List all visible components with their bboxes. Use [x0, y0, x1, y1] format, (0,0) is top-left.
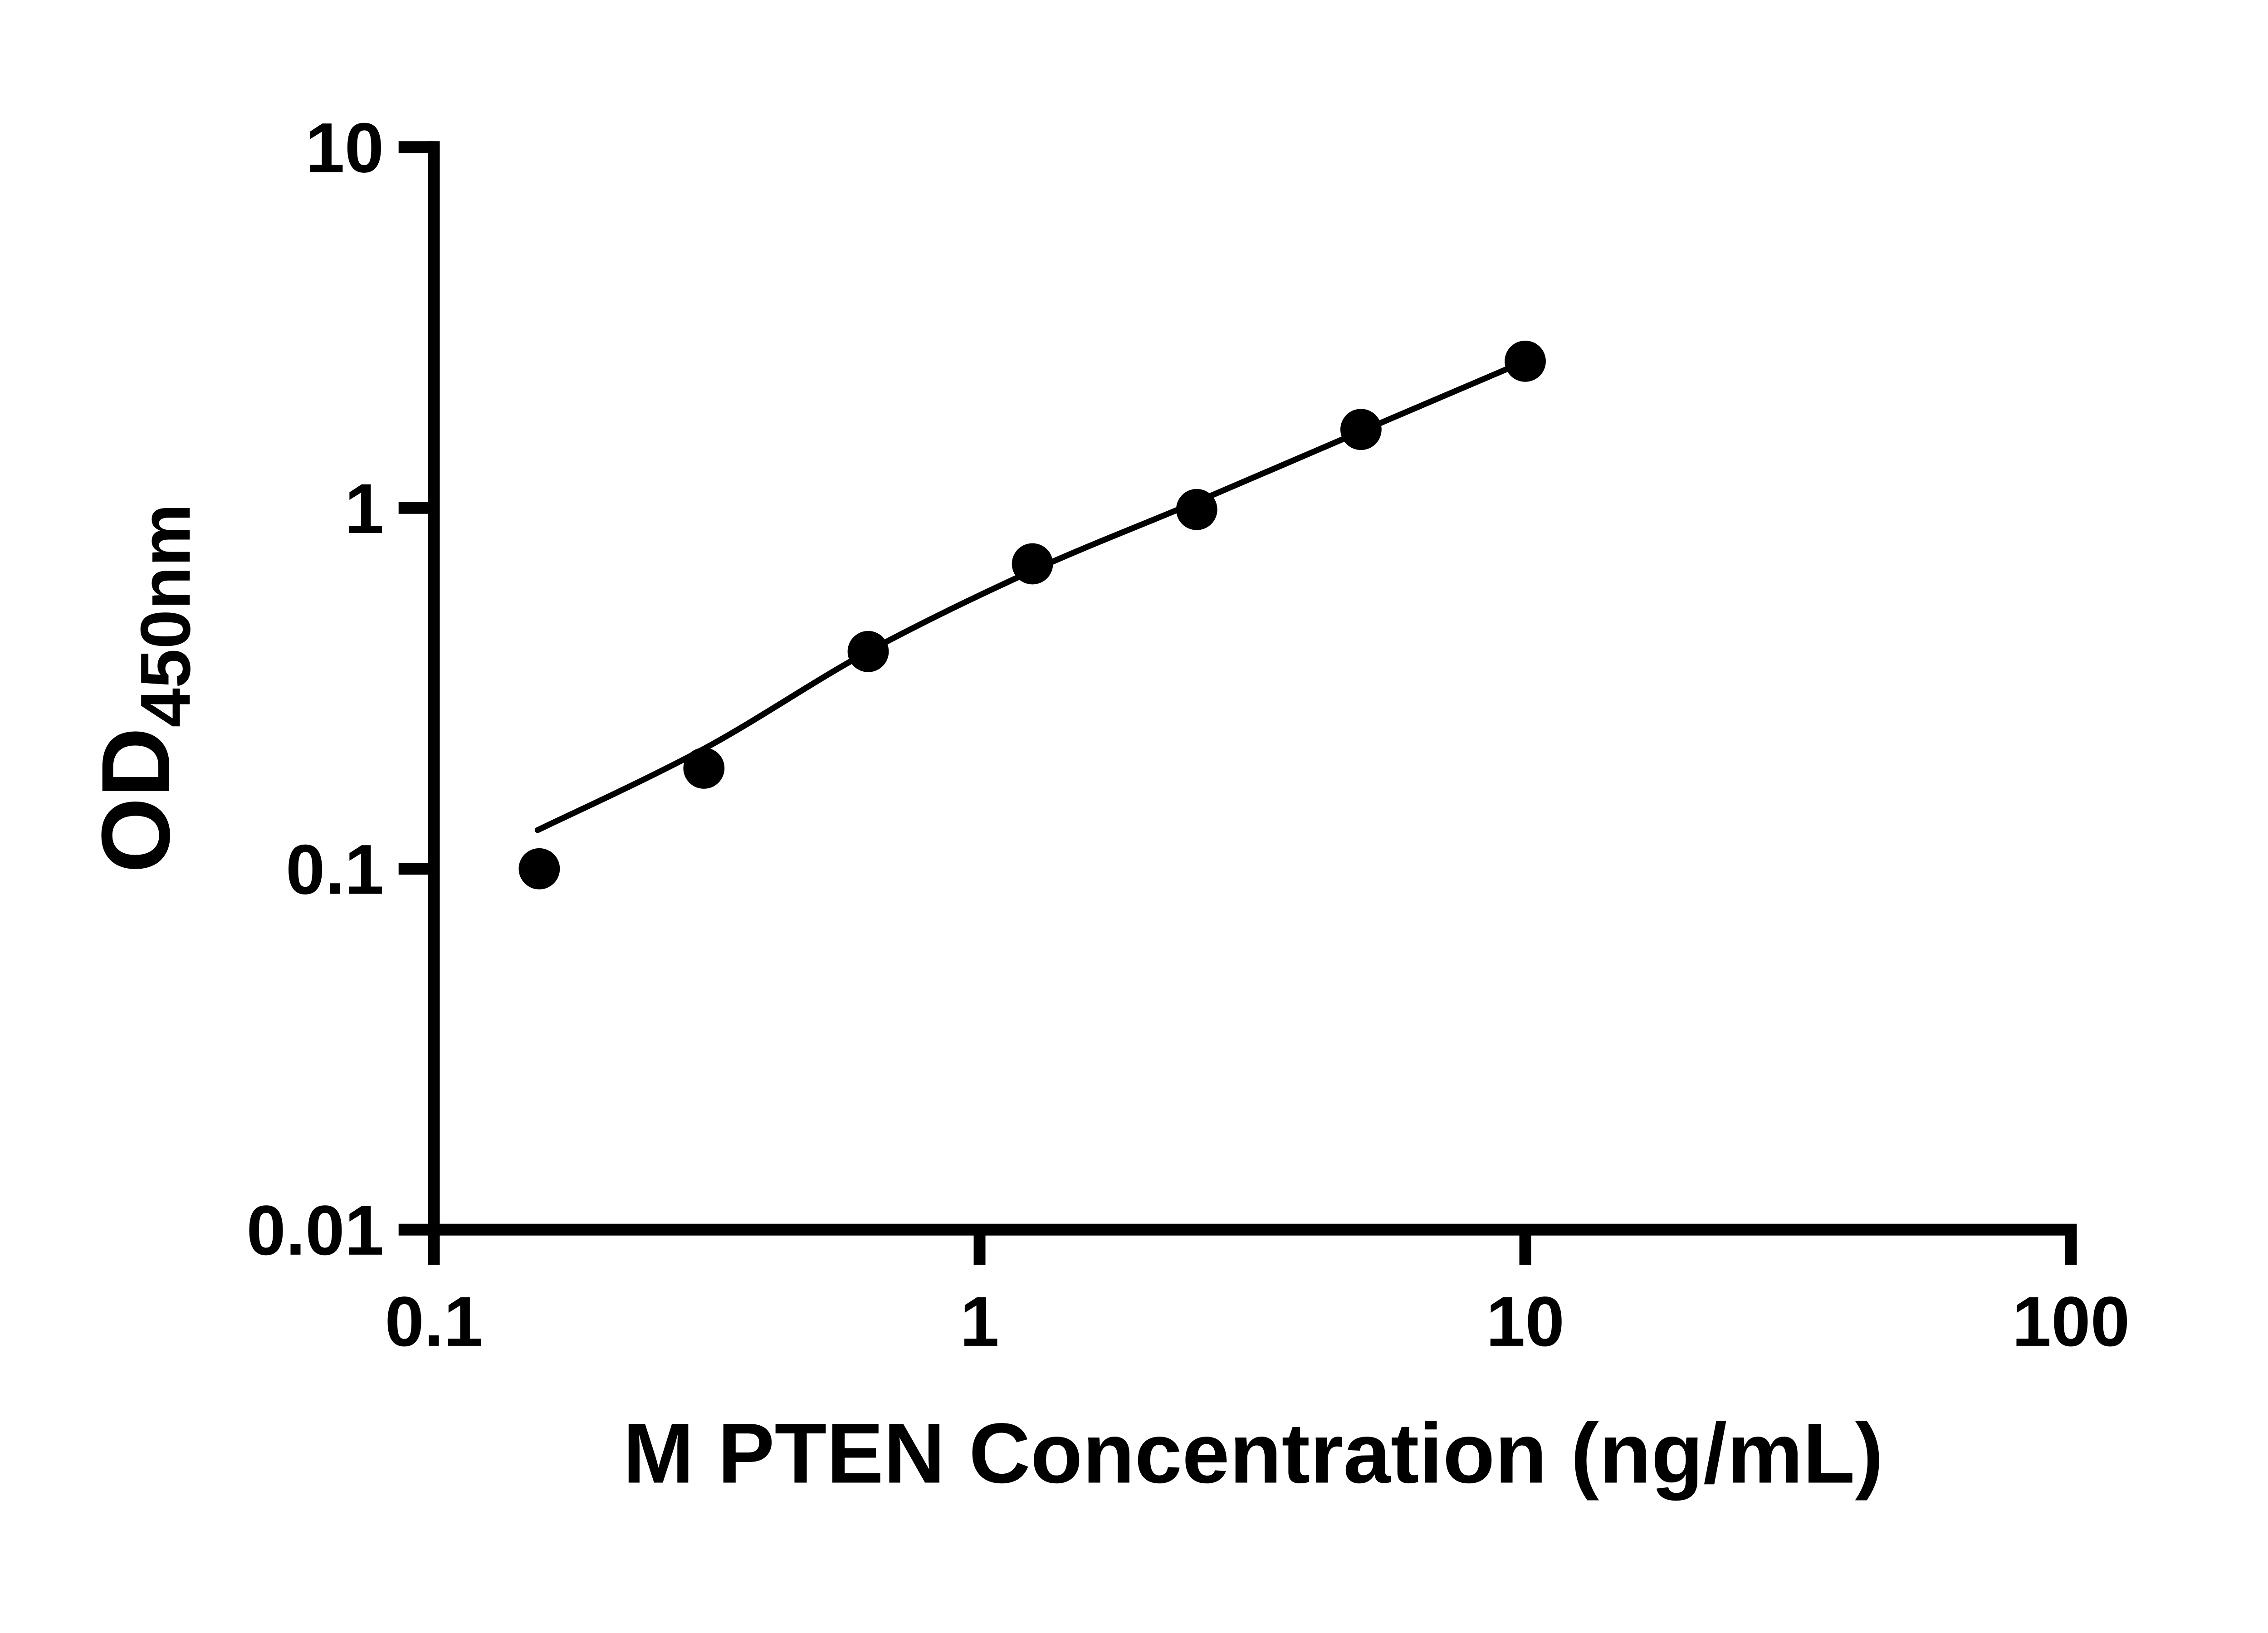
x-axis-title: M PTEN Concentration (ng/mL) — [623, 1405, 1883, 1501]
x-tick-label: 100 — [2012, 1282, 2130, 1361]
data-point — [1176, 489, 1217, 530]
axis-ticks — [398, 141, 2077, 1265]
data-point — [1505, 340, 1546, 382]
x-tick-label: 10 — [1486, 1282, 1564, 1361]
data-point — [1012, 543, 1053, 585]
data-point — [847, 631, 889, 672]
data-point — [683, 748, 725, 789]
x-tick-label: 0.1 — [385, 1282, 483, 1361]
axes — [428, 141, 2077, 1236]
y-tick-label: 0.01 — [246, 1191, 384, 1270]
y-axis-title-main: OD — [82, 728, 190, 873]
y-tick-label: 1 — [345, 469, 384, 548]
y-tick-label: 0.1 — [286, 830, 384, 909]
y-tick-label: 10 — [305, 108, 384, 187]
y-axis-title: OD450nm — [82, 504, 205, 873]
data-point — [518, 848, 560, 890]
elisa-standard-curve-figure: 0.1 1 10 100 0.01 0.1 1 10 M PTEN Concentration… — [81, 108, 2130, 1501]
data-point — [1340, 409, 1382, 450]
data-points-group — [518, 340, 1546, 890]
y-axis-title-sub: 450nm — [126, 504, 205, 727]
x-tick-label: 1 — [960, 1282, 999, 1361]
